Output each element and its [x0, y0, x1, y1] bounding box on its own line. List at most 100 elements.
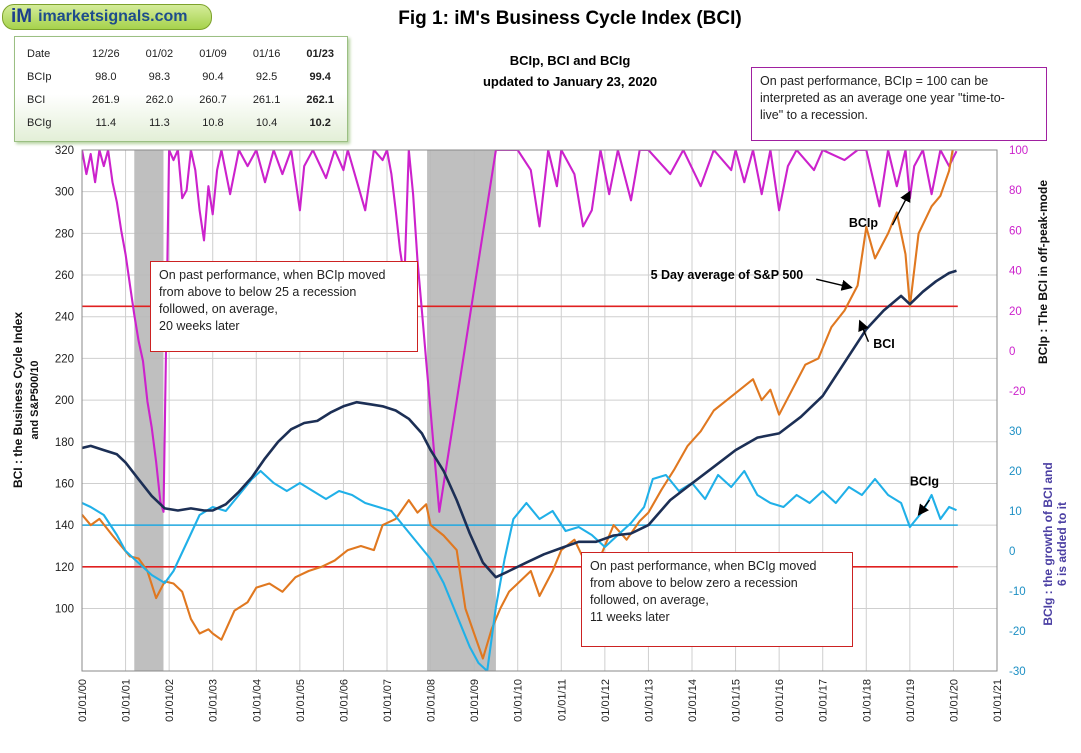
subtitle-line: updated to January 23, 2020: [482, 74, 658, 89]
axes: [81, 149, 998, 672]
table-cell: 262.1: [306, 93, 334, 106]
series-line-s-p500-10: [82, 150, 954, 660]
table-cell: 10.8: [202, 116, 224, 129]
annotation-arrow: [917, 499, 931, 516]
table-cell: Date: [27, 47, 51, 60]
y-bcip-tick-label: 20: [1009, 306, 1022, 318]
y-left-tick-label: 220: [55, 353, 74, 365]
y-left-tick-label: 140: [55, 520, 74, 532]
y-left-axis-title: BCI : the Business Cycle Index: [11, 312, 25, 488]
x-tick-label: 01/01/00: [77, 679, 89, 722]
y-bcig-axis-title: BCIg : the growth of BCI and: [1041, 462, 1055, 625]
table-cell: 01/02: [145, 47, 174, 60]
table-cell: 99.4: [309, 70, 331, 83]
y-left-tick-label: 280: [55, 228, 74, 240]
table-cell: 01/16: [252, 47, 281, 60]
y-left-tick-label: 120: [55, 562, 74, 574]
x-tick-label: 01/01/01: [121, 679, 133, 722]
y-bcig-tick-label: 10: [1009, 506, 1022, 518]
note-line: On past performance, when BCIp moved: [159, 268, 386, 282]
table-cell: 262.0: [145, 93, 174, 106]
y-left-tick-label: 300: [55, 187, 74, 199]
table-cell: 260.7: [199, 93, 227, 106]
annotation-label: BCI: [873, 337, 895, 351]
table-cell: 261.1: [252, 93, 281, 106]
table-cell: 92.5: [255, 70, 278, 83]
recession-shading: [134, 150, 496, 671]
x-tick-label: 01/01/12: [600, 679, 612, 722]
x-tick-label: 01/01/21: [992, 679, 1004, 722]
note-bcip-recession-signal: On past performance, when BCIp moved fro…: [150, 261, 418, 352]
y-bcig-tick-label: -20: [1009, 626, 1026, 638]
y-left-tick-label: 200: [55, 395, 74, 407]
table-cell: 11.4: [95, 116, 117, 129]
y-left-tick-label: 260: [55, 270, 74, 282]
chart-title: Fig 1: iM's Business Cycle Index (BCI): [398, 8, 742, 29]
note-bcig-recession-signal: On past performance, when BCIg moved fro…: [581, 552, 853, 647]
note-line: followed, on average,: [159, 302, 278, 316]
table-cell: 10.2: [309, 116, 331, 129]
y-left-tick-label: 160: [55, 478, 74, 490]
x-tick-label: 01/01/05: [295, 679, 307, 722]
x-tick-label: 01/01/09: [469, 679, 481, 722]
table-header-row: Date 12/26 01/02 01/09 01/16 01/23: [15, 42, 347, 65]
note-line: interpreted as an average one year "time…: [760, 91, 1005, 105]
table-cell: 98.0: [95, 70, 117, 83]
table-row: BCIg 11.4 11.3 10.8 10.4 10.2: [15, 111, 347, 134]
x-tick-label: 01/01/17: [818, 679, 830, 722]
x-tick-label: 01/01/11: [556, 679, 568, 721]
x-tick-label: 01/01/18: [861, 679, 873, 722]
annotations: BCIp 5 Day average of S&P 500 BCI BCIg: [651, 190, 939, 516]
x-tick-label: 01/01/06: [338, 679, 350, 722]
note-line: On past performance, BCIp = 100 can be: [760, 74, 989, 88]
recession-band: [427, 150, 496, 671]
series-lines: [82, 150, 958, 671]
x-tick-label: 01/01/02: [164, 679, 176, 722]
y-bcig-axis-title-line2: 6 is added to it: [1055, 502, 1069, 586]
table-cell: BCI: [27, 93, 46, 106]
y-bcig-tick-label: 0: [1009, 546, 1015, 558]
y-bcig-tick-label: -30: [1009, 666, 1026, 678]
annotation-arrow: [858, 319, 870, 342]
table-cell: BCIp: [27, 70, 52, 83]
note-line: followed, on average,: [590, 593, 709, 607]
x-tick-label: 01/01/16: [774, 679, 786, 722]
table-cell: 01/23: [306, 47, 334, 60]
tick-labels: 01/01/00 01/01/01 01/01/02 01/01/03 01/01/04…: [55, 145, 1028, 722]
logo-mark: iM: [11, 6, 33, 27]
table-cell: 98.3: [148, 70, 171, 83]
y-bcip-tick-label: 0: [1009, 346, 1015, 358]
y-bcip-tick-label: 40: [1009, 266, 1022, 278]
annotation-label: 5 Day average of S&P 500: [651, 268, 804, 282]
y-bcig-tick-label: 30: [1009, 426, 1022, 438]
annotation-arrow: [816, 278, 853, 291]
x-tick-label: 01/01/03: [208, 679, 220, 722]
y-bcip-tick-label: 80: [1009, 185, 1022, 197]
y-left-tick-label: 100: [55, 603, 74, 615]
x-tick-label: 01/01/10: [513, 679, 525, 722]
imarketsignals-logo: iM imarketsignals.com: [2, 4, 212, 30]
y-bcip-tick-label: 100: [1009, 145, 1028, 157]
y-left-tick-label: 180: [55, 437, 74, 449]
series-line-bci: [82, 269, 957, 579]
subtitle-line: BCIp, BCI and BCIg: [509, 53, 631, 68]
table-row: BCIp 98.0 98.3 90.4 92.5 99.4: [15, 65, 347, 88]
annotation-arrow: [891, 190, 911, 226]
y-left-axis-title-line2: and S&P500/10: [29, 361, 41, 440]
annotation-label: BCIp: [849, 216, 879, 230]
x-tick-label: 01/01/14: [687, 679, 699, 722]
note-line: 20 weeks later: [159, 319, 240, 333]
note-line: 11 weeks later: [590, 610, 670, 624]
axis-titles: BCI : the Business Cycle Index and S&P500…: [11, 180, 1069, 626]
logo-text: imarketsignals.com: [38, 8, 188, 25]
note-line: from above to below 25 a recession: [159, 285, 357, 299]
x-tick-label: 01/01/15: [731, 679, 743, 722]
table-cell: 261.9: [92, 93, 120, 106]
x-tick-label: 01/01/04: [251, 679, 263, 722]
x-tick-label: 01/01/20: [948, 679, 960, 722]
y-bcig-tick-label: -10: [1009, 586, 1026, 598]
y-bcig-tick-label: 20: [1009, 466, 1022, 478]
y-bcip-tick-label: 60: [1009, 225, 1022, 237]
table-cell: 10.4: [255, 116, 278, 129]
bci-data-table: Date 12/26 01/02 01/09 01/16 01/23 BCIp …: [14, 36, 348, 142]
